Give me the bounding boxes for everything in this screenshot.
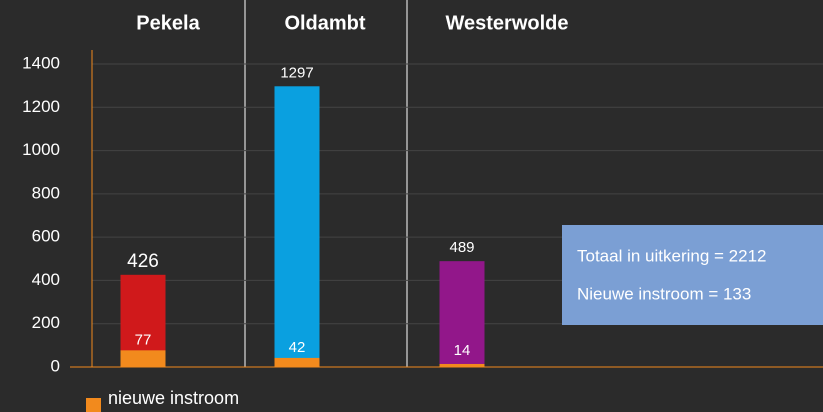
- bar: [274, 357, 320, 367]
- info-box: [562, 225, 823, 325]
- value-label: 426: [127, 251, 159, 272]
- y-tick-label: 800: [32, 183, 60, 202]
- annotation: Totaal in uitkering = 2212: [577, 246, 767, 265]
- y-tick-label: 1000: [22, 140, 60, 159]
- bar: [439, 261, 485, 367]
- value-label: 489: [449, 239, 474, 256]
- legend-label: nieuwe instroom: [108, 388, 239, 408]
- value-label: 1297: [280, 64, 313, 81]
- y-tick-label: 400: [32, 270, 60, 289]
- column-header: Oldambt: [284, 12, 365, 34]
- y-tick-label: 1400: [22, 53, 60, 72]
- annotation: Nieuwe instroom = 133: [577, 284, 751, 303]
- y-tick-label: 0: [51, 356, 60, 375]
- y-tick-label: 200: [32, 313, 60, 332]
- value-label: 77: [135, 331, 152, 348]
- bar: [120, 350, 166, 367]
- bar: [439, 363, 485, 367]
- value-label: 42: [289, 339, 306, 356]
- column-header: Pekela: [136, 12, 200, 34]
- value-label: 14: [454, 342, 471, 359]
- legend-swatch: [86, 398, 101, 412]
- column-header: Westerwolde: [446, 12, 569, 34]
- y-tick-label: 600: [32, 227, 60, 246]
- bar: [274, 86, 320, 367]
- y-tick-label: 1200: [22, 97, 60, 116]
